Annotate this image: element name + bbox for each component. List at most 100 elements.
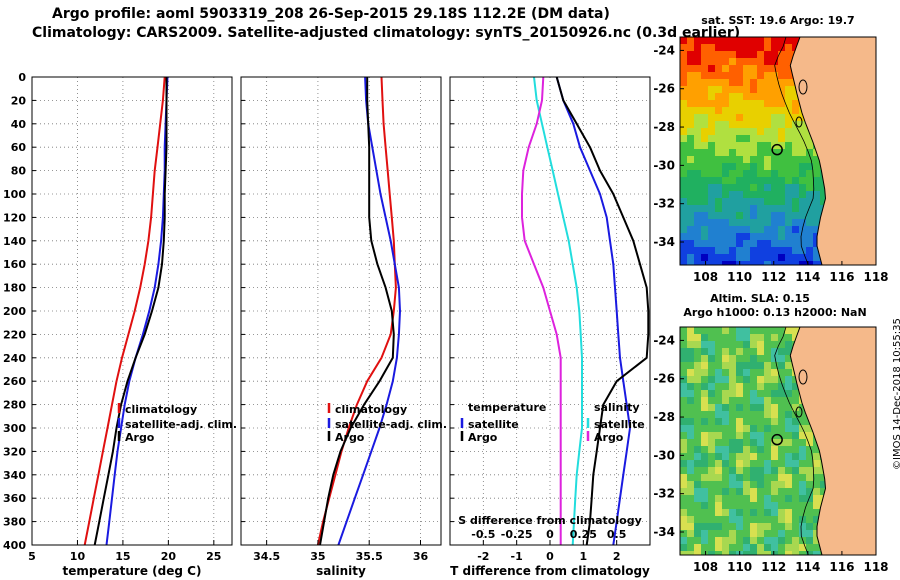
map-cell [799, 439, 806, 446]
map-cell [680, 247, 687, 254]
map-cell [799, 254, 806, 261]
map-cell [757, 44, 764, 51]
map-cell [792, 474, 799, 481]
y-tick-label: 0 [18, 71, 26, 84]
map-cell [806, 467, 813, 474]
map-cell [729, 348, 736, 355]
map-cell [708, 369, 715, 376]
map-cell [792, 177, 799, 184]
map-cell [708, 341, 715, 348]
map-cell [736, 212, 743, 219]
map-cell [806, 523, 813, 530]
map-cell [680, 467, 687, 474]
map-cell [715, 121, 722, 128]
map-cell [792, 128, 799, 135]
map-cell [785, 439, 792, 446]
map-cell [680, 495, 687, 502]
map-cell [750, 537, 757, 544]
map-cell [722, 355, 729, 362]
map-cell [771, 149, 778, 156]
map-cell [743, 516, 750, 523]
map-cell [750, 509, 757, 516]
map-cell [750, 425, 757, 432]
map-cell [778, 72, 785, 79]
map-cell [778, 334, 785, 341]
y-tick-label: -26 [653, 372, 675, 386]
map-cell [771, 551, 778, 555]
y-tick-label: 400 [3, 539, 26, 552]
map-cell [806, 163, 813, 170]
map-cell [680, 212, 687, 219]
map-cell [785, 474, 792, 481]
map-cell [708, 418, 715, 425]
map-cell [680, 362, 687, 369]
map-cell [750, 334, 757, 341]
map-cell [736, 163, 743, 170]
map-cell [680, 79, 687, 86]
map-cell [729, 411, 736, 418]
map-cell [771, 355, 778, 362]
map-cell [771, 233, 778, 240]
map-cell [778, 233, 785, 240]
map-cell [680, 254, 687, 261]
map-cell [750, 446, 757, 453]
map-cell [778, 128, 785, 135]
map-cell [792, 446, 799, 453]
map-cell [736, 121, 743, 128]
map-cell [680, 184, 687, 191]
map-cell [785, 334, 792, 341]
map-cell [687, 537, 694, 544]
map-cell [722, 184, 729, 191]
map-cell [715, 404, 722, 411]
map-cell [792, 44, 799, 51]
map-cell [771, 198, 778, 205]
map-cell [764, 397, 771, 404]
map-cell [757, 86, 764, 93]
map-cell [680, 376, 687, 383]
map-cell [785, 191, 792, 198]
x-axis-label: T difference from climatology [450, 564, 650, 578]
map-cell [680, 142, 687, 149]
map-cell [743, 198, 750, 205]
map-cell [743, 432, 750, 439]
map-cell [799, 446, 806, 453]
map-cell [736, 233, 743, 240]
map-cell [764, 65, 771, 72]
map-cell [729, 537, 736, 544]
map-cell [708, 327, 715, 334]
map-cell [708, 530, 715, 537]
map-cell [813, 495, 820, 502]
map-cell [764, 425, 771, 432]
map-cell [799, 198, 806, 205]
map-cell [715, 453, 722, 460]
map-cell [708, 100, 715, 107]
map-cell [680, 93, 687, 100]
map-cell [729, 362, 736, 369]
map-cell [743, 114, 750, 121]
map-cell [806, 226, 813, 233]
map-cell [715, 341, 722, 348]
map-cell [771, 121, 778, 128]
map-cell [764, 509, 771, 516]
map-cell [785, 205, 792, 212]
map-cell [785, 163, 792, 170]
map-cell [764, 369, 771, 376]
map-cell [764, 170, 771, 177]
map-cell [694, 418, 701, 425]
map-cell [701, 135, 708, 142]
map-cell [743, 530, 750, 537]
map-cell [680, 432, 687, 439]
map-cell [708, 439, 715, 446]
map-cell [736, 488, 743, 495]
map-cell [785, 170, 792, 177]
map-cell [722, 219, 729, 226]
map-cell [813, 163, 820, 170]
map-cell [799, 467, 806, 474]
map-cell [680, 537, 687, 544]
map-cell [722, 425, 729, 432]
map-cell [820, 488, 827, 495]
map-cell [771, 453, 778, 460]
map-cell [743, 72, 750, 79]
map-cell [715, 114, 722, 121]
map-cell [687, 327, 694, 334]
